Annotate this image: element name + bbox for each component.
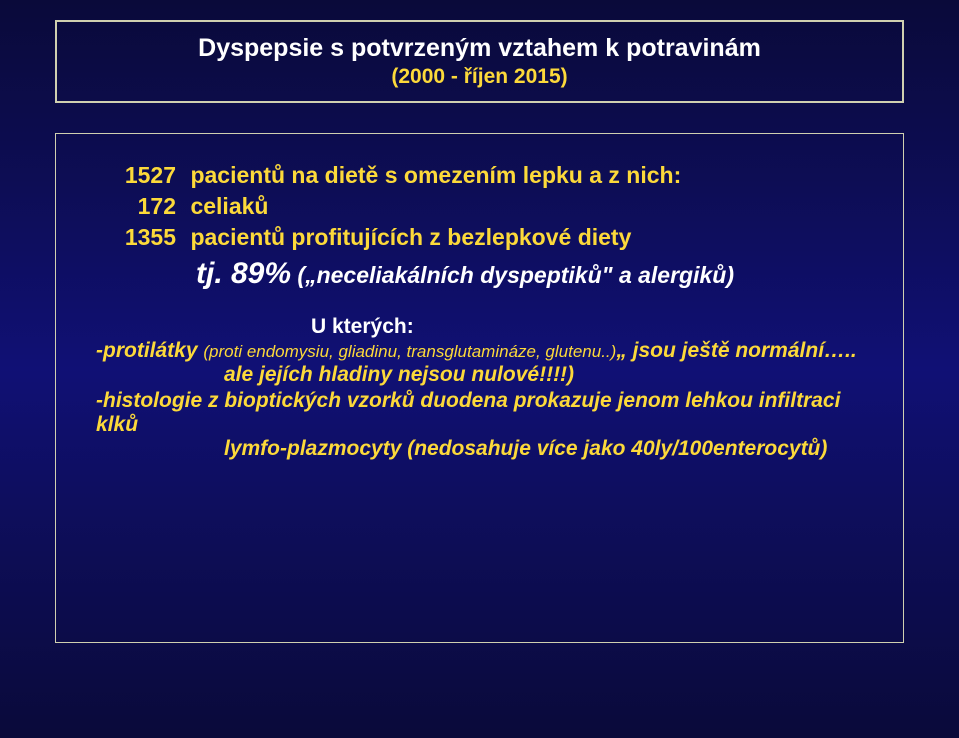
protilatky-label: -protilátky <box>96 339 203 362</box>
protilatky-line: -protilátky (proti endomysiu, gliadinu, … <box>96 339 883 363</box>
percent-prefix: tj. <box>196 257 231 290</box>
u-kterych-heading: U kterých: <box>311 315 883 339</box>
stat-row-3: 1355 pacientů profitujících z bezlepkové… <box>96 224 883 251</box>
slide-subtitle: (2000 - říjen 2015) <box>77 65 882 89</box>
percent-suffix: („neceliakálních dyspeptiků" a alergiků) <box>291 262 734 288</box>
percent-value: 89% <box>231 257 291 290</box>
stat-number: 1527 <box>96 162 176 189</box>
histologie-line-2: lymfo-plazmocyty (nedosahuje více jako 4… <box>224 437 883 461</box>
header-box: Dyspepsie s potvrzeným vztahem k potravi… <box>55 20 904 103</box>
stat-text: celiaků <box>190 193 268 219</box>
content-box: 1527 pacientů na dietě s omezením lepku … <box>55 133 904 643</box>
stat-row-1: 1527 pacientů na dietě s omezením lepku … <box>96 162 883 189</box>
protilatky-paren: (proti endomysiu, gliadinu, transglutami… <box>203 342 616 361</box>
slide-title: Dyspepsie s potvrzeným vztahem k potravi… <box>77 34 882 63</box>
ale-line: ale jejích hladiny nejsou nulové!!!!) <box>224 363 883 387</box>
stat-number: 1355 <box>96 224 176 251</box>
protilatky-tail: „ jsou ještě normální….. <box>616 339 856 362</box>
stat-text: pacientů na dietě s omezením lepku a z n… <box>190 162 681 188</box>
histologie-line-1: -histologie z bioptických vzorků duodena… <box>96 389 883 437</box>
stat-row-2: 172 celiaků <box>96 193 883 220</box>
stat-number: 172 <box>96 193 176 220</box>
stat-text: pacientů profitujících z bezlepkové diet… <box>190 224 631 250</box>
percent-row: tj. 89% („neceliakálních dyspeptiků" a a… <box>196 257 883 291</box>
